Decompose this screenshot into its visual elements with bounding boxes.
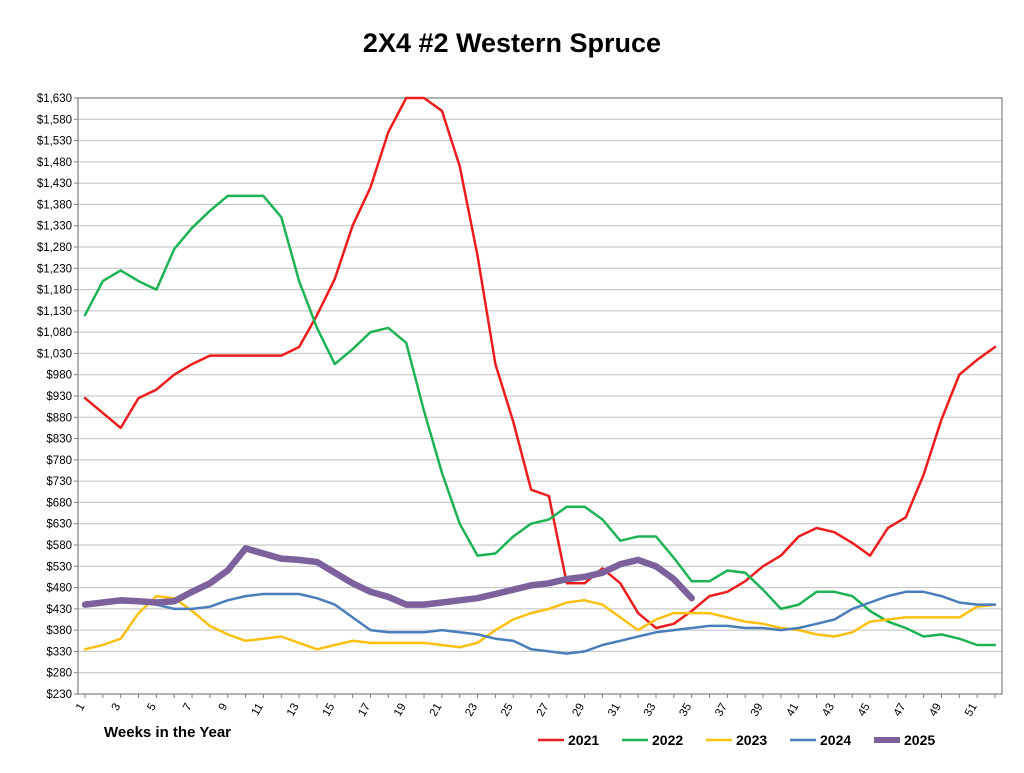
x-tick-label: 29 <box>570 702 587 719</box>
y-tick-label: $930 <box>46 391 72 403</box>
x-tick-label: 23 <box>463 702 480 719</box>
y-tick-label: $580 <box>46 540 72 552</box>
y-tick-label: $330 <box>46 646 72 658</box>
x-axis-label: Weeks in the Year <box>104 724 232 741</box>
x-tick-label: 33 <box>642 702 659 719</box>
series-line-2024 <box>83 590 997 655</box>
y-tick-label: $1,330 <box>37 221 72 233</box>
y-tick-label: $830 <box>46 434 72 446</box>
y-tick-label: $280 <box>46 668 72 680</box>
gridlines <box>78 97 1002 695</box>
legend-label-2024: 2024 <box>820 732 851 748</box>
x-tick-labels: 1 3 5 7 9 11 13 15 17 19 21 23 25 27 29 31 33 35 37 39 41 43 4… <box>74 702 980 719</box>
x-tick-label: 7 <box>181 702 195 714</box>
x-tick-label: 17 <box>356 702 373 719</box>
legend-label-2023: 2023 <box>736 732 767 748</box>
x-tick-label: 13 <box>285 702 302 719</box>
series-lines <box>81 96 997 655</box>
x-tick-label: 47 <box>892 702 909 719</box>
y-tick-label: $1,580 <box>37 114 72 126</box>
series-line-2023 <box>83 594 997 651</box>
x-tick-label: 41 <box>785 702 802 719</box>
series-line-2022 <box>83 194 997 647</box>
x-tick-label: 1 <box>74 702 88 714</box>
y-tick-label: $780 <box>46 455 72 467</box>
y-tick-label: $1,080 <box>37 327 72 339</box>
y-tick-label: $480 <box>46 583 72 595</box>
x-tick-label: 43 <box>820 702 837 719</box>
x-tick-label: 45 <box>856 702 873 719</box>
legend-label-2025: 2025 <box>904 732 935 748</box>
legend-label-2022: 2022 <box>652 732 683 748</box>
y-tick-label: $1,430 <box>37 178 72 190</box>
x-tick-label: 27 <box>535 702 552 719</box>
legend-label-2021: 2021 <box>568 732 599 748</box>
x-tick-label: 31 <box>606 702 623 719</box>
y-tick-label: $1,030 <box>37 348 72 360</box>
x-tick-label: 39 <box>749 702 766 719</box>
y-tick-label: $1,180 <box>37 285 72 297</box>
x-tick-label: 35 <box>677 702 694 719</box>
series-line-2025 <box>81 545 695 608</box>
y-tick-label: $980 <box>46 370 72 382</box>
y-tick-label: $1,480 <box>37 157 72 169</box>
axes <box>74 97 1003 698</box>
y-tick-label: $380 <box>46 625 72 637</box>
y-tick-label: $1,130 <box>37 306 72 318</box>
y-tick-label: $1,530 <box>37 136 72 148</box>
y-tick-label: $880 <box>46 412 72 424</box>
series-line-2021 <box>83 96 997 630</box>
y-tick-label: $630 <box>46 519 72 531</box>
x-tick-label: 5 <box>145 702 159 714</box>
x-tick-label: 25 <box>499 702 516 719</box>
x-tick-label: 51 <box>963 702 980 719</box>
x-tick-label: 3 <box>110 702 124 714</box>
legend: 2021 2022 2023 2024 2025 <box>538 732 935 748</box>
x-tick-label: 9 <box>217 702 231 714</box>
y-tick-label: $680 <box>46 497 72 509</box>
y-tick-label: $1,630 <box>37 93 72 105</box>
y-tick-label: $430 <box>46 604 72 616</box>
x-tick-label: 37 <box>713 702 730 719</box>
x-tick-label: 49 <box>927 702 944 719</box>
x-tick-label: 21 <box>428 702 445 719</box>
y-tick-label: $1,280 <box>37 242 72 254</box>
y-tick-labels: $230 $280 $330 $380 $430 $480 $530 $580 $630 $680… <box>37 93 72 701</box>
y-tick-label: $530 <box>46 561 72 573</box>
y-tick-label: $230 <box>46 689 72 701</box>
x-tick-label: 19 <box>392 702 409 719</box>
y-tick-label: $1,380 <box>37 199 72 211</box>
plot-frame <box>77 97 1003 695</box>
chart-title: 2X4 #2 Western Spruce <box>362 28 662 58</box>
x-tick-label: 15 <box>321 702 338 719</box>
y-tick-label: $1,230 <box>37 263 72 275</box>
x-tick-label: 11 <box>250 702 266 718</box>
y-tick-label: $730 <box>46 476 72 488</box>
